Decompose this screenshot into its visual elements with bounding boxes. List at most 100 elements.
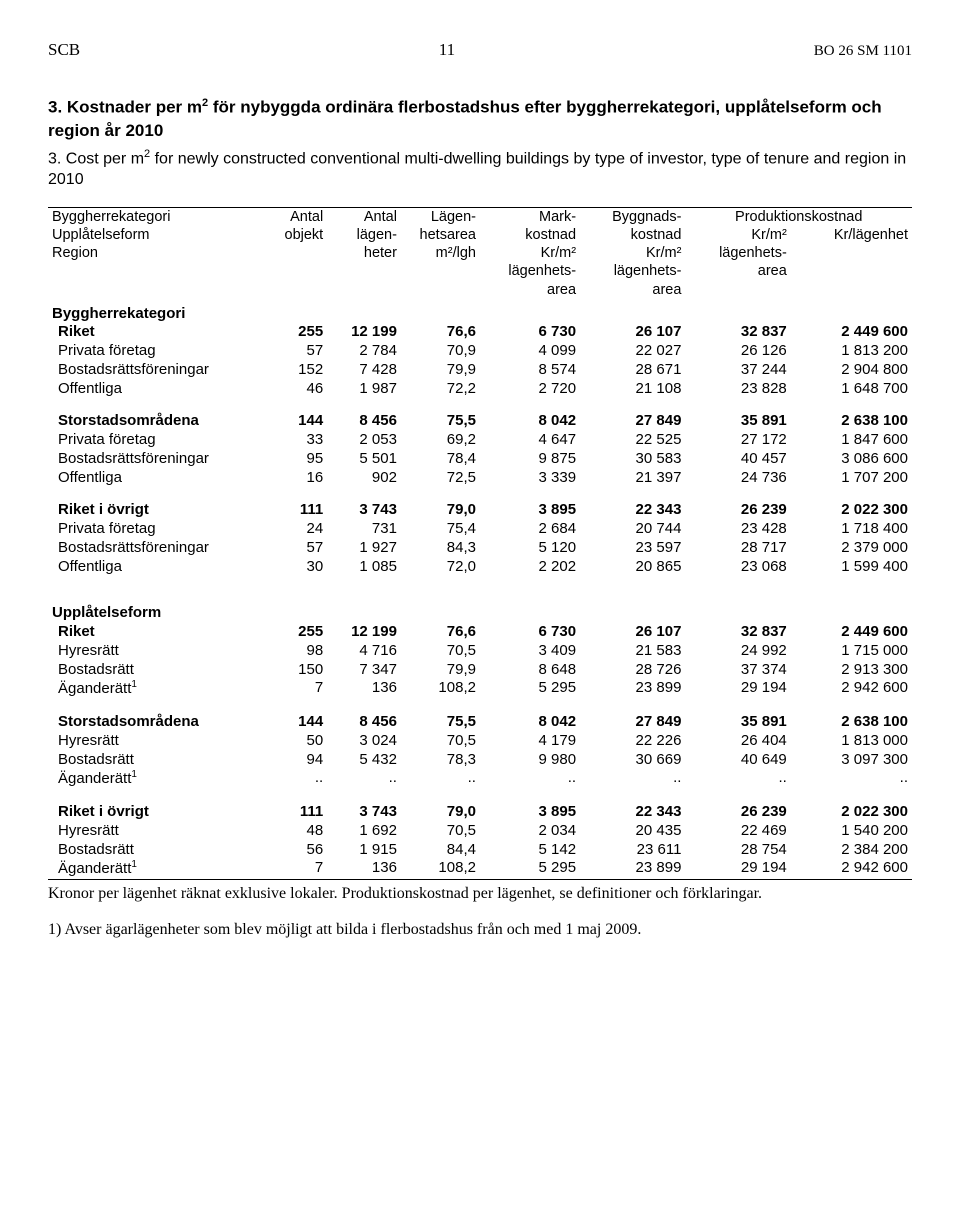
table-cell: 3 339 (480, 469, 580, 488)
table-cell: 22 525 (580, 431, 685, 450)
table-cell: 1 915 (327, 841, 401, 860)
table-cell: 46 (269, 380, 327, 399)
table-cell: 5 142 (480, 841, 580, 860)
page-header: SCB 11 BO 26 SM 1101 (48, 40, 912, 60)
colhead-c5-4: lägenhets- (580, 262, 685, 280)
table-cell: 4 716 (327, 642, 401, 661)
table-cell: 108,2 (401, 859, 480, 879)
table-cell: .. (401, 769, 480, 789)
table-cell: 144 (269, 713, 327, 732)
table-cell: 23 899 (580, 859, 685, 879)
table-cell: 20 865 (580, 558, 685, 577)
colhead-c5-2: kostnad (580, 226, 685, 244)
block-head: Riket i övrigt (48, 501, 269, 520)
table-cell: 22 027 (580, 342, 685, 361)
table-cell: 32 837 (685, 323, 790, 342)
table-cell: 2 942 600 (791, 679, 912, 699)
table-cell: 26 107 (580, 323, 685, 342)
table-cell: 33 (269, 431, 327, 450)
table-cell: 1 847 600 (791, 431, 912, 450)
title-en-suffix: for newly constructed conventional multi… (48, 150, 906, 189)
table-cell: 50 (269, 732, 327, 751)
colhead-c5-5: area (580, 281, 685, 299)
table-cell: 8 042 (480, 713, 580, 732)
colhead-c6-1: Kr/m² (685, 226, 790, 244)
table-cell: 3 024 (327, 732, 401, 751)
table-cell: 78,3 (401, 751, 480, 770)
section-heading: Byggherrekategori (48, 299, 912, 324)
table-cell: 255 (269, 623, 327, 642)
table-cell: 2 638 100 (791, 412, 912, 431)
table-cell: 2 379 000 (791, 539, 912, 558)
table-cell: 21 583 (580, 642, 685, 661)
table-cell: 2 022 300 (791, 803, 912, 822)
colhead-c6-2: lägenhets- (685, 244, 790, 262)
table-cell: 7 (269, 859, 327, 879)
block-head: Storstadsområdena (48, 713, 269, 732)
row-label: Offentliga (48, 469, 269, 488)
table-cell: 20 435 (580, 822, 685, 841)
table-cell: 37 244 (685, 361, 790, 380)
column-headers: Byggherrekategori Antal Antal Lägen- Mar… (48, 208, 912, 299)
table-cell: 4 179 (480, 732, 580, 751)
table-cell: 2 913 300 (791, 661, 912, 680)
block-head: Riket (48, 623, 269, 642)
table-cell: 26 239 (685, 803, 790, 822)
table-cell: 56 (269, 841, 327, 860)
table-cell: 95 (269, 450, 327, 469)
colhead-prod: Produktionskostnad (685, 208, 912, 226)
table-cell: 30 583 (580, 450, 685, 469)
table-cell: 8 574 (480, 361, 580, 380)
colhead-c3-3: m²/lgh (401, 244, 480, 262)
table-cell: 28 671 (580, 361, 685, 380)
table-cell: 111 (269, 803, 327, 822)
colhead-c4-5: area (480, 281, 580, 299)
table-cell: 3 097 300 (791, 751, 912, 770)
table-cell: 6 730 (480, 323, 580, 342)
table-cell: 40 457 (685, 450, 790, 469)
table-cell: 2 022 300 (791, 501, 912, 520)
table-cell: 731 (327, 520, 401, 539)
table-cell: 255 (269, 323, 327, 342)
table-cell: 40 649 (685, 751, 790, 770)
colhead-c4-1: Mark- (480, 208, 580, 226)
colhead-c1-2: objekt (269, 226, 327, 244)
table-cell: 23 068 (685, 558, 790, 577)
footnote-text: Kronor per lägenhet räknat exklusive lok… (48, 884, 912, 905)
table-cell: 2 449 600 (791, 323, 912, 342)
row-label: Bostadsrättsföreningar (48, 539, 269, 558)
table-cell: 1 707 200 (791, 469, 912, 488)
colhead-c4-2: kostnad (480, 226, 580, 244)
footnote-item: 1) Avser ägarlägenheter som blev möjligt… (48, 921, 912, 939)
table-cell: 2 684 (480, 520, 580, 539)
table-cell: 72,2 (401, 380, 480, 399)
table-cell: 35 891 (685, 713, 790, 732)
table-cell: 144 (269, 412, 327, 431)
table-cell: 1 648 700 (791, 380, 912, 399)
table-cell: 24 992 (685, 642, 790, 661)
table-cell: 23 611 (580, 841, 685, 860)
table-cell: 1 718 400 (791, 520, 912, 539)
table-cell: 5 295 (480, 859, 580, 879)
row-label: Äganderätt1 (48, 859, 269, 879)
row-label: Bostadsrättsföreningar (48, 450, 269, 469)
table-cell: 4 647 (480, 431, 580, 450)
table-cell: 3 895 (480, 803, 580, 822)
row-label: Bostadsrättsföreningar (48, 361, 269, 380)
table-cell: 24 736 (685, 469, 790, 488)
table-cell: 57 (269, 342, 327, 361)
table-cell: 21 397 (580, 469, 685, 488)
table-cell: 78,4 (401, 450, 480, 469)
block-head: Riket i övrigt (48, 803, 269, 822)
table-cell: .. (791, 769, 912, 789)
table-cell: 20 744 (580, 520, 685, 539)
table-cell: .. (480, 769, 580, 789)
header-doc-id: BO 26 SM 1101 (814, 43, 912, 60)
table-cell: 79,0 (401, 501, 480, 520)
title-sv-prefix: 3. Kostnader per m (48, 98, 202, 117)
table-cell: 136 (327, 859, 401, 879)
table-cell: 24 (269, 520, 327, 539)
table-cell: 2 720 (480, 380, 580, 399)
colhead-c5-1: Byggnads- (580, 208, 685, 226)
table-cell: 26 404 (685, 732, 790, 751)
